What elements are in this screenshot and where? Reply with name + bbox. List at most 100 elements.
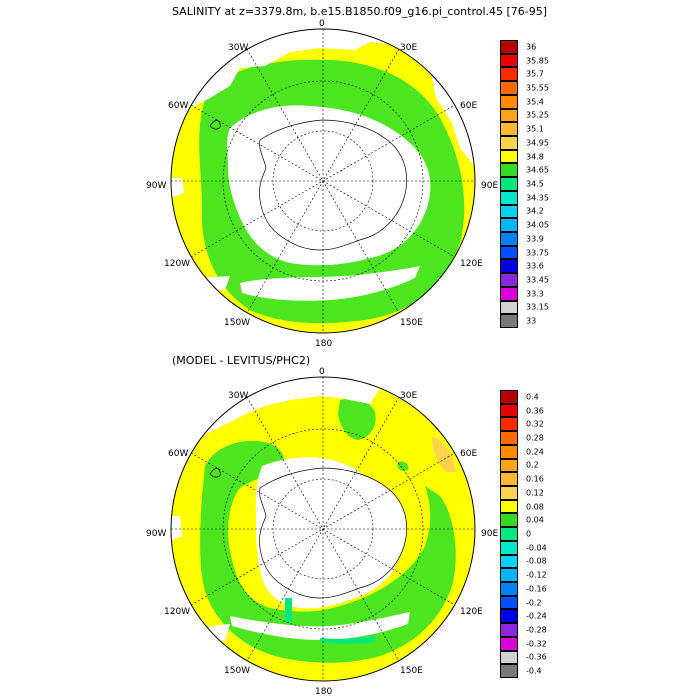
lon-label: 120W (164, 607, 191, 617)
antarctica-landmass (259, 467, 407, 599)
colorbar-tick-label: 0.28 (526, 433, 544, 443)
bottom-polar-map (170, 376, 476, 682)
lon-label: 30E (400, 43, 418, 53)
colorbar-swatch (500, 81, 518, 95)
lon-label: 180 (315, 687, 333, 697)
colorbar-swatch (500, 390, 518, 404)
lon-label: 0 (319, 19, 325, 29)
colorbar-swatch (500, 245, 518, 260)
colorbar-swatch (500, 300, 518, 315)
colorbar-tick-label: 0.32 (526, 419, 544, 429)
lon-label: 120E (460, 607, 483, 617)
colorbar-tick-label: 33.9 (526, 234, 544, 244)
lon-label: 180 (315, 339, 333, 349)
colorbar-swatch (500, 568, 518, 582)
antarctica-landmass (259, 119, 407, 251)
colorbar-tick-label: 35.85 (526, 56, 549, 66)
colorbar-swatch (500, 472, 518, 486)
colorbar-swatch (500, 499, 518, 514)
colorbar-tick-label: -0.4 (526, 666, 542, 676)
colorbar-tick-label: -0.16 (526, 584, 547, 594)
colorbar-swatch (500, 458, 518, 473)
colorbar-swatch (500, 636, 518, 651)
colorbar-tick-label: -0.28 (526, 625, 547, 635)
no-data-region (240, 266, 420, 301)
colorbar-swatch (500, 595, 518, 610)
colorbar-tick-label: 36 (526, 42, 537, 52)
colorbar-swatch (500, 122, 518, 136)
top-polar-map (170, 28, 476, 334)
colorbar-swatch (500, 53, 518, 68)
teal-anomaly-region (320, 636, 375, 644)
colorbar-tick-label: -0.36 (526, 652, 547, 662)
top-plot-title: SALINITY at z=3379.8m, b.e15.B1850.f09_g… (172, 5, 548, 18)
colorbar-swatch (500, 609, 518, 624)
bottom-colorbar: 0.4 0.36 0.32 0.28 0.24 0.2 0.16 0.12 0.08 0.04 0 -… (500, 390, 547, 678)
colorbar-tick-label: 0.16 (526, 474, 544, 484)
colorbar-swatch (500, 136, 518, 150)
green-anomaly-region (397, 461, 409, 471)
colorbar-tick-label: 34.65 (526, 165, 549, 175)
no-data-region (230, 612, 410, 640)
lon-label: 30W (228, 43, 249, 53)
colorbar-swatch (500, 623, 518, 637)
colorbar-tick-label: 33.75 (526, 248, 549, 258)
colorbar-swatch (500, 403, 518, 418)
lon-label: 60W (168, 449, 189, 459)
colorbar-tick-label: 0.2 (526, 460, 539, 470)
lon-label: 30W (228, 391, 249, 401)
lon-label: 60E (460, 449, 478, 459)
colorbar-tick-label: 35.1 (526, 124, 544, 134)
colorbar-tick-label: 35.25 (526, 110, 549, 120)
colorbar-swatch (500, 664, 518, 678)
colorbar-swatch (500, 527, 518, 541)
colorbar-swatch (500, 431, 518, 445)
colorbar-tick-label: 0.4 (526, 392, 539, 402)
colorbar-tick-label: 0.04 (526, 515, 544, 525)
colorbar-swatch (500, 540, 518, 555)
colorbar-swatch (500, 314, 518, 328)
orange-anomaly-region (432, 436, 456, 472)
colorbar-swatch (500, 40, 518, 54)
colorbar-tick-label: 33.15 (526, 302, 549, 312)
colorbar-swatch (500, 204, 518, 219)
lon-label: 150E (400, 318, 423, 328)
lon-label: 120W (164, 259, 191, 269)
colorbar-swatch (500, 582, 518, 596)
lon-label: 30E (400, 391, 418, 401)
lon-label: 90W (146, 181, 167, 191)
lon-label: 90E (481, 181, 499, 191)
colorbar-tick-label: -0.12 (526, 570, 547, 580)
lon-label: 150W (224, 666, 251, 676)
colorbar-swatch (500, 177, 518, 191)
colorbar-swatch (500, 190, 518, 205)
lon-label: 120E (460, 259, 483, 269)
lon-label: 90W (146, 529, 167, 539)
colorbar-swatch (500, 163, 518, 178)
colorbar-tick-label: 35.55 (526, 83, 549, 93)
colorbar-swatch (500, 67, 518, 82)
lon-label: 150W (224, 318, 251, 328)
colorbar-tick-label: 34.2 (526, 206, 544, 216)
colorbar-swatch (500, 273, 518, 287)
colorbar-tick-label: -0.2 (526, 598, 542, 608)
colorbar-swatch (500, 94, 518, 109)
no-data-region (171, 178, 184, 198)
colorbar-tick-label: 0.36 (526, 406, 544, 416)
colorbar-tick-label: 33.3 (526, 289, 544, 299)
green-anomaly-region (200, 441, 456, 663)
teal-anomaly-region (285, 598, 292, 622)
green-anomaly-region (338, 398, 376, 440)
colorbar-tick-label: 33.45 (526, 275, 549, 285)
colorbar-swatch (500, 259, 518, 274)
colorbar-swatch (500, 232, 518, 246)
colorbar-tick-label: -0.32 (526, 639, 547, 649)
colorbar-swatch (500, 218, 518, 232)
colorbar-tick-label: -0.08 (526, 556, 547, 566)
lon-label: 150E (400, 666, 423, 676)
colorbar-tick-label: 33 (526, 316, 537, 326)
colorbar-tick-label: 34.8 (526, 152, 544, 162)
colorbar-swatch (500, 486, 518, 500)
colorbar-tick-label: 34.95 (526, 138, 549, 148)
lon-label: 60E (460, 101, 478, 111)
